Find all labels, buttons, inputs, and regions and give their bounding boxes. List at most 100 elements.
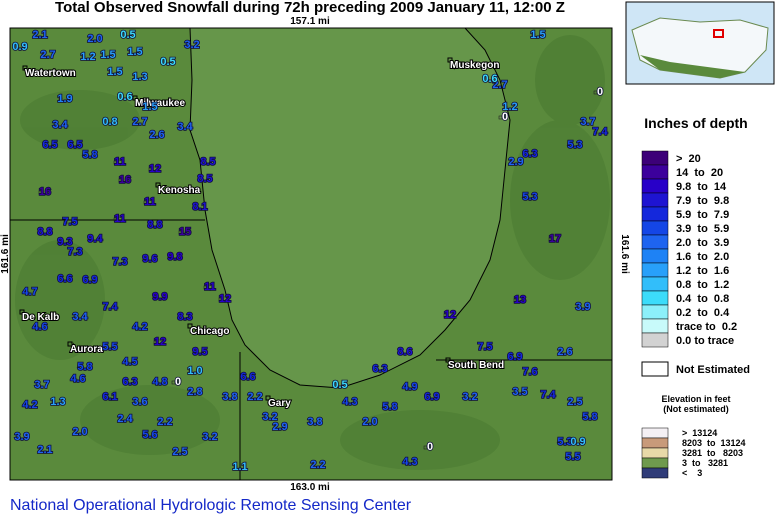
station-value: 2.7 [132,116,147,128]
station-value: 5.3 [557,436,572,448]
station-marker [308,420,313,425]
legend-swatch [641,318,669,334]
station-value: 0.5 [120,29,135,41]
station-value: 3.4 [177,121,193,133]
station-marker [513,390,518,395]
station-value: 6.3 [372,363,387,375]
station-value: 1.0 [187,365,202,377]
station-marker [103,395,108,400]
station-value: 3.9 [14,431,29,443]
station-marker [133,75,138,80]
station-value: 3.8 [307,416,322,428]
station-marker [133,120,138,125]
station-marker [148,167,153,172]
station-marker [493,83,498,88]
station-value: 11 [144,196,156,208]
state-borders [10,219,612,480]
station-marker [273,425,278,430]
title: Total Observed Snowfall during 72h prece… [55,0,565,16]
station-marker [503,105,508,110]
station-value: 3.4 [52,119,68,131]
station-marker [23,290,28,295]
station-marker [263,415,268,420]
station-marker [51,400,56,405]
legend-swatch [641,178,669,194]
station-value: 2.5 [172,446,187,458]
station-value: 0 [427,441,433,453]
station-marker [248,395,253,400]
city-marker [19,309,25,315]
station-marker [233,465,238,470]
legend-label: 7.9 to 9.8 [676,195,729,207]
legend-swatch [641,192,669,208]
station-marker [218,297,223,302]
station-marker [531,33,536,38]
station-marker [548,237,553,242]
station-value: 2.7 [40,49,55,61]
station-value: 2.0 [72,426,87,438]
station-marker [103,305,108,310]
station-value: 3.2 [202,431,217,443]
legend-swatch [641,164,669,180]
legend-label: 2.0 to 3.9 [676,237,729,249]
station-value: 12 [219,293,231,305]
station-marker [558,440,563,445]
station-value: 4.6 [32,321,47,333]
city-marker [155,182,161,188]
legend-label: 14 to 20 [676,167,723,179]
station-value: 7.5 [477,341,492,353]
station-marker [118,95,123,100]
station-marker [58,240,63,245]
station-value: 4.2 [22,399,37,411]
station-marker [63,220,68,225]
station-marker [113,217,118,222]
station-value: 6.9 [424,391,439,403]
station-value: 8.6 [397,346,412,358]
station-value: 0.9 [12,41,27,53]
city-label: Gary [268,398,291,409]
station-value: 1.5 [127,46,142,58]
elevation-label: < 3 [682,468,702,478]
legend-swatch [641,150,669,166]
station-marker [88,37,93,42]
station-value: 7.6 [522,366,537,378]
station-marker [143,105,148,110]
elevation-subtitle: (Not estimated) [663,404,729,414]
station-value: 0 [502,111,508,123]
legend-swatch [641,206,669,222]
station-marker [73,430,78,435]
station-value: 1.9 [57,93,72,105]
station-marker [576,305,581,310]
station-value: 8.1 [192,201,207,213]
station-value: 9.3 [57,236,72,248]
station-value: 4.7 [22,286,37,298]
station-value: 6.5 [67,139,82,151]
station-value: 7.4 [592,126,608,138]
station-marker [58,97,63,102]
station-marker [193,350,198,355]
station-marker [71,377,76,382]
station-marker [593,90,598,95]
legend-label: 0.0 to trace [676,335,734,347]
station-marker [178,315,183,320]
station-value: 9.9 [152,291,167,303]
station-value: 6.9 [507,351,522,363]
station-value: 6.3 [522,148,537,160]
station-value: 5.8 [82,149,97,161]
station-marker [143,433,148,438]
station-value: 2.9 [508,156,523,168]
station-value: 4.3 [342,396,357,408]
station-marker [153,340,158,345]
station-marker [508,355,513,360]
station-value: 8.8 [37,226,52,238]
station-marker [523,370,528,375]
legend-swatch [641,290,669,306]
station-marker [343,400,348,405]
elevation-swatch [641,467,669,479]
station-value: 5.3 [567,139,582,151]
scale-left: 161.6 mi [0,234,11,274]
station-value: 0 [175,376,181,388]
station-marker [463,395,468,400]
station-value: 2.5 [567,396,582,408]
